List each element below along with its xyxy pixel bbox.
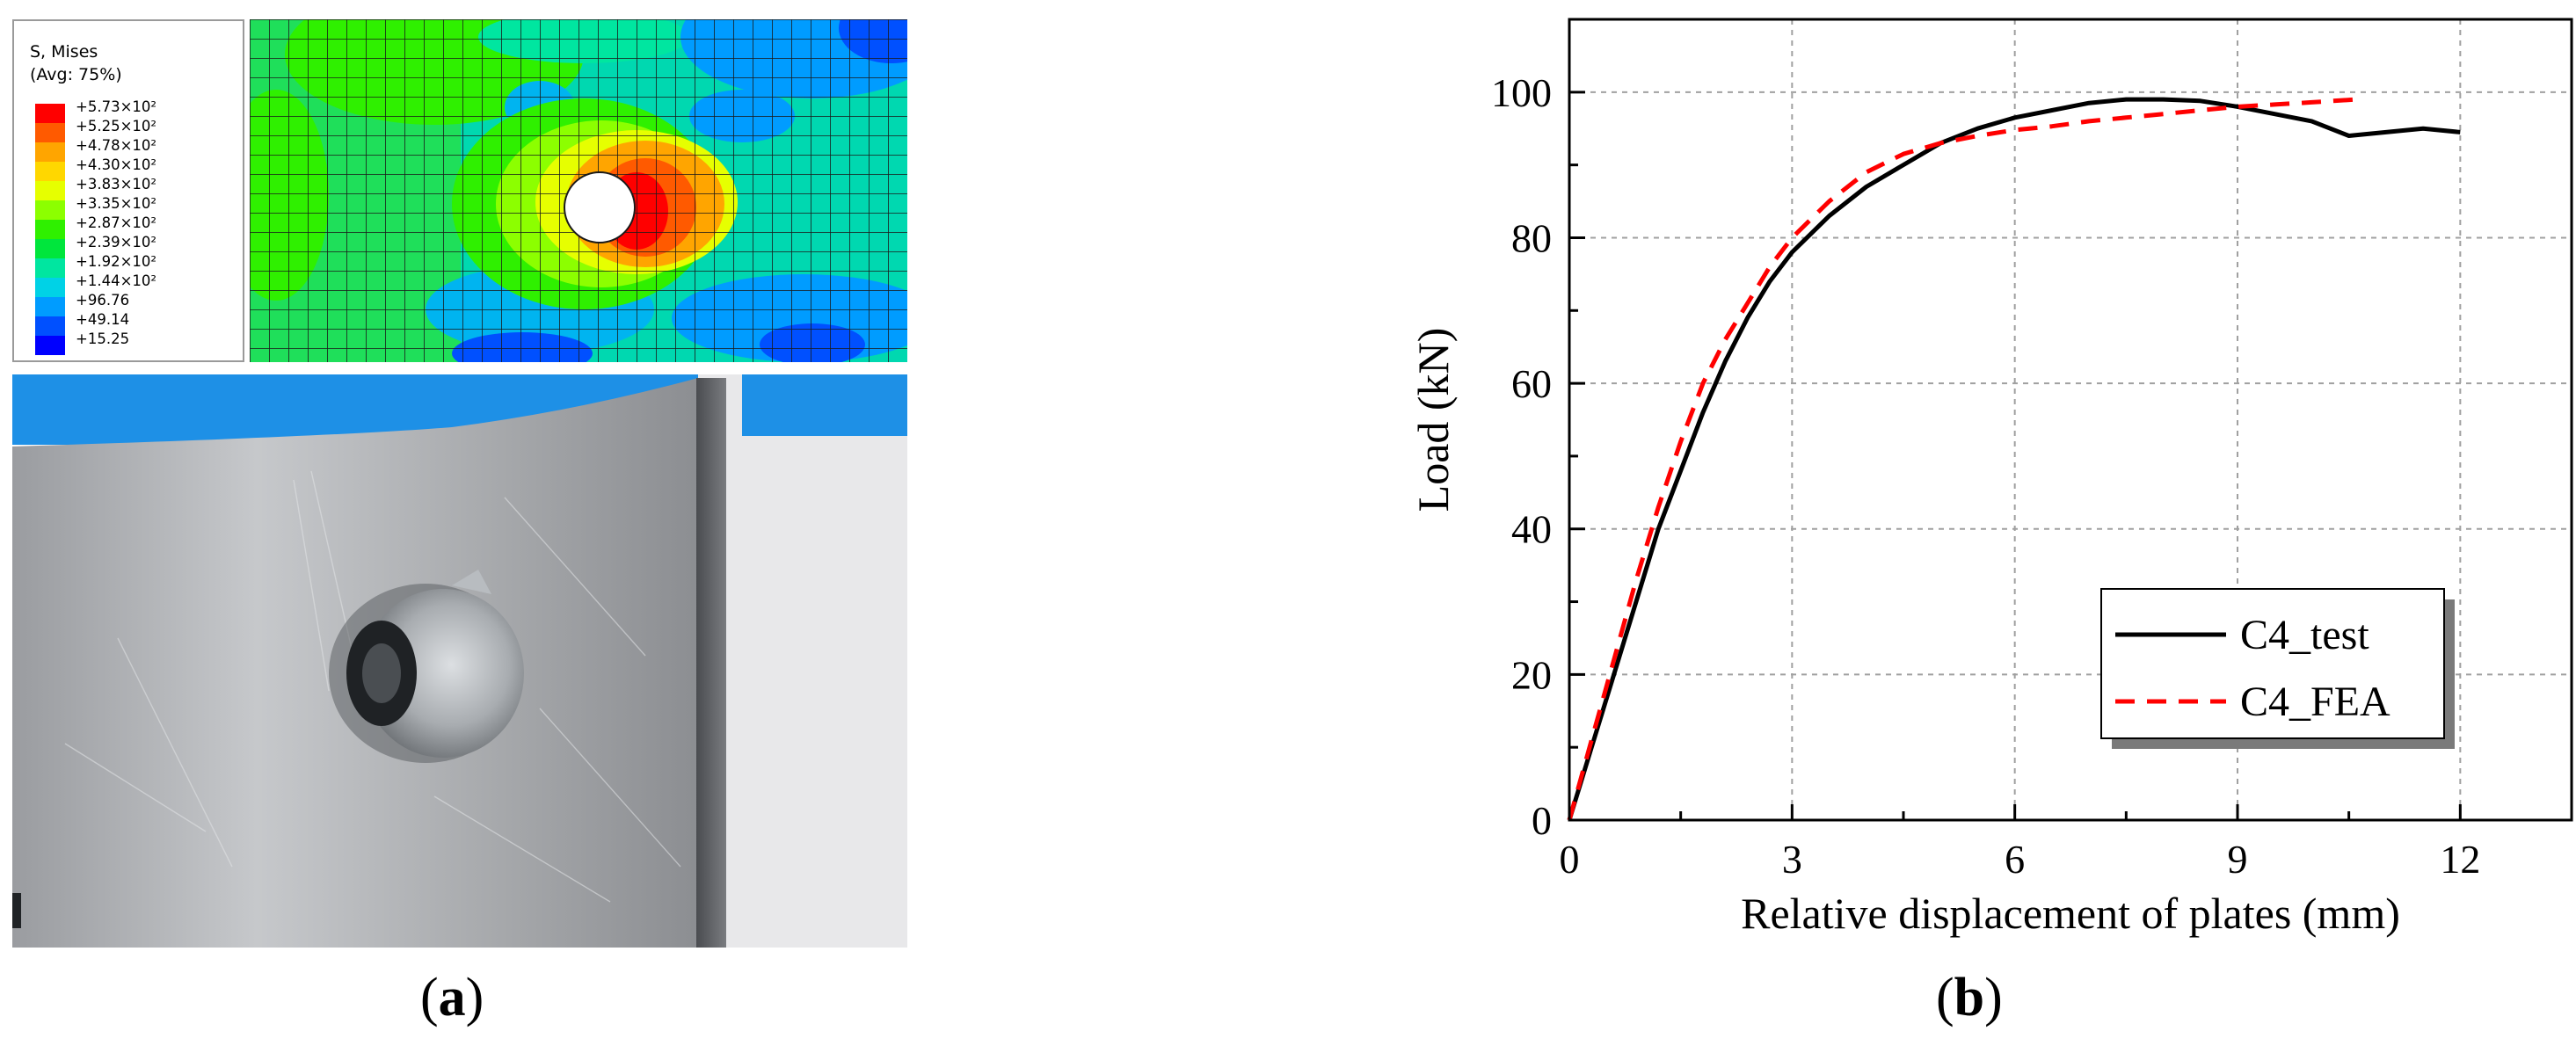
legend-value: +49.14: [76, 311, 130, 328]
failure-photo: [12, 374, 907, 948]
legend-swatch: [35, 123, 65, 142]
legend-color-scale: [35, 104, 65, 355]
legend-entry-label: C4_test: [2240, 612, 2369, 658]
legend-value: +5.73×10²: [76, 98, 156, 115]
von-mises-contour: [250, 19, 907, 362]
legend-swatch: [35, 220, 65, 239]
stress-legend: S, Mises (Avg: 75%) +5.73×10² +5.25×10² +4…: [12, 19, 244, 362]
legend-swatch: [35, 162, 65, 181]
legend-value: +2.39×10²: [76, 234, 156, 251]
legend-value: +4.78×10²: [76, 137, 156, 154]
y-axis-label: Load (kN): [1408, 328, 1458, 512]
legend-swatch: [35, 239, 65, 258]
x-tick-label: 3: [1782, 837, 1802, 882]
legend-value: +3.83×10²: [76, 176, 156, 192]
legend-swatch: [35, 316, 65, 336]
legend-value: +1.92×10²: [76, 253, 156, 270]
legend-value: +15.25: [76, 330, 130, 347]
scratch-marks: [64, 470, 681, 903]
y-tick-label: 60: [1511, 361, 1552, 406]
legend-swatch: [35, 278, 65, 297]
y-tick-label: 20: [1511, 652, 1552, 697]
legend-value: +2.87×10²: [76, 214, 156, 231]
y-tick-label: 40: [1511, 507, 1552, 552]
legend-frame: [2100, 588, 2445, 739]
caption-b: (b): [1936, 968, 2003, 1028]
legend-swatch: [35, 181, 65, 200]
y-tick-label: 80: [1511, 215, 1552, 260]
series-line-c4-fea: [1567, 97, 2357, 821]
plate-edge: [696, 378, 726, 948]
legend-swatch: [35, 104, 65, 123]
legend-value: +4.30×10²: [76, 156, 156, 173]
photo-white-background: [698, 374, 907, 948]
caption-a: (a): [420, 968, 484, 1028]
bolt-hole: [564, 171, 636, 243]
x-tick-label: 0: [1560, 837, 1580, 882]
chart-tick-labels: 0 3 6 9 12 0 20 40 60 80 100: [1491, 70, 2480, 882]
bolt-core: [362, 643, 401, 703]
plot-frame: [1568, 18, 2573, 822]
photo-corner-mark: [12, 893, 21, 928]
bolt-tab: [452, 570, 491, 594]
contour-plot-panel: S, Mises (Avg: 75%) +5.73×10² +5.25×10² +4…: [12, 19, 907, 362]
chart-series: [1567, 97, 2461, 821]
legend-value: +3.35×10²: [76, 195, 156, 212]
legend-swatch: [35, 297, 65, 316]
y-tick-label: 100: [1491, 70, 1552, 115]
legend-swatch: [35, 200, 65, 220]
legend-title: S, Mises: [30, 42, 98, 62]
x-axis-label: Relative displacement of plates (mm): [1741, 889, 2400, 938]
legend-swatch: [35, 336, 65, 355]
y-tick-label: 0: [1532, 798, 1552, 843]
legend-value: +1.44×10²: [76, 272, 156, 289]
x-tick-label: 6: [2005, 837, 2025, 882]
legend-value: +5.25×10²: [76, 118, 156, 134]
chart-legend: C4_test C4_FEA: [2100, 588, 2455, 749]
x-tick-label: 9: [2228, 837, 2248, 882]
load-displacement-chart: 0 3 6 9 12 0 20 40 60 80 100 Relative displacement…: [1408, 18, 2573, 938]
legend-subtitle: (Avg: 75%): [30, 65, 122, 84]
legend-value-labels: +5.73×10² +5.25×10² +4.78×10² +4.30×10² +3.8…: [76, 98, 156, 349]
legend-entry-label: C4_FEA: [2240, 679, 2390, 725]
photo-blue-strip-right: [742, 374, 907, 436]
legend-value: +96.76: [76, 292, 130, 309]
legend-swatch: [35, 142, 65, 162]
legend-swatch: [35, 258, 65, 278]
x-tick-label: 12: [2440, 837, 2480, 882]
